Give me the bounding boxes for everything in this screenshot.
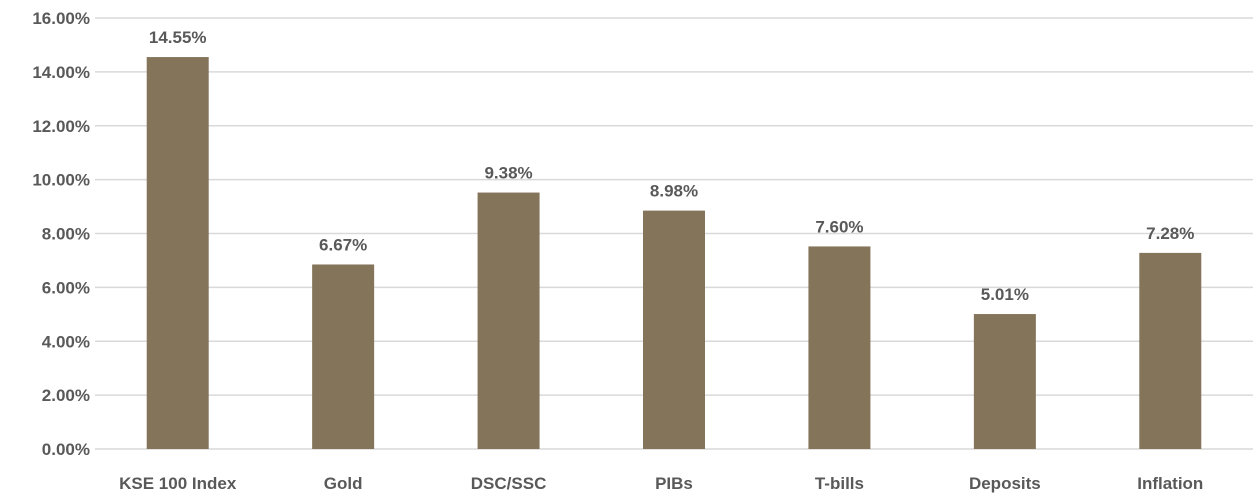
y-tick-label: 0.00% [42,440,90,459]
y-tick-label: 14.00% [32,63,90,82]
category-label: Gold [324,474,363,493]
y-axis-tick-labels: 0.00% 2.00% 4.00% 6.00% 8.00% 10.00% 12.00% 14.… [32,9,90,459]
data-label: 9.38% [484,164,532,183]
data-labels: 14.55% 6.67% 9.38% 8.98% 7.60% 5.01% 7.28% [149,28,1195,304]
bar [146,57,209,449]
bar [477,192,540,449]
y-tick-label: 4.00% [42,332,90,351]
category-label: T-bills [815,474,864,493]
data-label: 8.98% [650,182,698,201]
y-tick-label: 8.00% [42,225,90,244]
bar [973,314,1036,449]
category-label: KSE 100 Index [119,474,237,493]
data-label: 14.55% [149,28,207,47]
bar [643,210,705,449]
bar [808,246,871,449]
y-tick-label: 12.00% [32,117,90,136]
data-label: 7.60% [815,217,863,236]
category-label: Deposits [969,474,1041,493]
data-label: 5.01% [981,285,1029,304]
category-label: PIBs [655,474,693,493]
category-label: DSC/SSC [471,474,547,493]
data-label: 7.28% [1146,224,1194,243]
bars [146,57,1202,449]
bar [312,264,375,449]
y-tick-label: 6.00% [42,278,90,297]
data-label: 6.67% [319,235,367,254]
category-labels: KSE 100 Index Gold DSC/SSC PIBs T-bills Depos… [119,474,1203,493]
bar [1139,252,1202,449]
category-label: Inflation [1137,474,1203,493]
y-tick-label: 2.00% [42,386,90,405]
y-tick-label: 16.00% [32,9,90,28]
y-tick-label: 10.00% [32,171,90,190]
